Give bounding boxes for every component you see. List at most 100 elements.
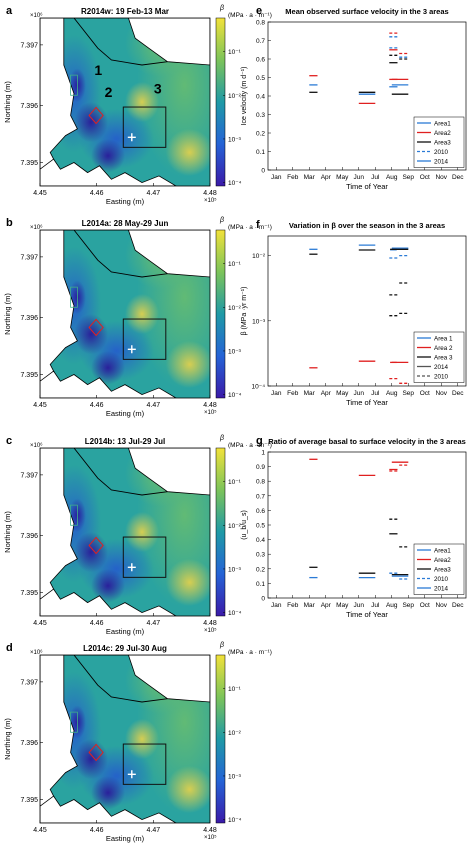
x-tick-label: Jan	[271, 174, 282, 181]
x-tick-label: 4.45	[33, 190, 47, 197]
y-tick-label: 7.395	[20, 372, 38, 379]
x-exponent: ×10⁵	[204, 834, 217, 841]
x-tick-label: 4.48	[203, 620, 217, 627]
colorbar-tick-label: 10⁻³	[228, 348, 242, 355]
y-tick-label: 0.1	[256, 581, 265, 588]
beta-field	[40, 655, 210, 823]
glacier-outline	[63, 18, 168, 66]
glacier-outline	[63, 655, 168, 703]
gps-marker	[127, 133, 136, 142]
beta-blob	[74, 314, 108, 355]
legend-entry: 2010	[434, 373, 449, 380]
x-tick-label: Nov	[435, 602, 447, 609]
x-tick-label: Feb	[287, 602, 299, 609]
x-tick-label: Jan	[271, 602, 282, 609]
area3-box	[122, 743, 167, 785]
x-tick-label: Nov	[435, 390, 447, 397]
beta-blob	[165, 340, 210, 388]
y-tick-label: 7.397	[20, 42, 38, 49]
y-axis-label: Northing (m)	[3, 511, 12, 553]
y-tick-label: 10⁻²	[252, 253, 266, 260]
colorbar	[215, 447, 226, 617]
land-mask	[74, 18, 210, 66]
x-tick-label: 4.46	[90, 190, 104, 197]
x-tick-label: Aug	[386, 602, 398, 609]
area2-box	[88, 743, 104, 762]
land-mask	[40, 588, 177, 616]
legend-entry: Area2	[434, 130, 451, 137]
chart-panel-f: f Variation in β over the season in the 3…	[241, 219, 467, 407]
colorbar-tick-label: 10⁻³	[228, 566, 242, 573]
y-tick-label: 0.5	[256, 75, 265, 82]
legend-entry: Area1	[434, 120, 451, 127]
chart-panel-g: g Ratio of average basal to surface veloc…	[241, 435, 467, 619]
y-tick-label: 7.396	[20, 740, 38, 747]
x-tick-label: Jul	[371, 390, 380, 397]
beta-blob	[91, 138, 125, 173]
beta-blob	[165, 558, 210, 606]
y-tick-label: 0.4	[256, 94, 265, 101]
legend-entry: Area 1	[434, 335, 453, 342]
beta-blob	[91, 350, 125, 385]
y-tick-label: 0.7	[256, 493, 265, 500]
legend-entry: 2014	[434, 585, 449, 592]
x-tick-label: Aug	[386, 174, 398, 181]
map-frame	[39, 17, 211, 187]
y-tick-label: 1	[261, 450, 265, 457]
y-tick-label: 0.4	[256, 537, 265, 544]
y-tick-label: 0.9	[256, 464, 265, 471]
land-mask	[40, 370, 177, 398]
y-tick-label: 0.6	[256, 57, 265, 64]
beta-blob	[91, 568, 125, 603]
x-tick-label: May	[336, 602, 349, 609]
x-tick-label: May	[336, 174, 349, 181]
colorbar-tick-label: 10⁻²	[228, 305, 242, 312]
y-tick-label: 7.397	[20, 254, 38, 261]
glacier-outline	[63, 230, 168, 278]
x-tick-label: 4.46	[90, 620, 104, 627]
gps-marker	[127, 345, 136, 354]
y-tick-label: 0.2	[256, 131, 265, 138]
land-mask	[74, 448, 210, 496]
y-exponent: ×10⁶	[30, 442, 43, 449]
area-label-3: 3	[154, 81, 162, 97]
y-tick-label: 0.3	[256, 552, 265, 559]
colorbar-tick-label: 10⁻²	[228, 93, 242, 100]
colorbar-units: (MPa · a · m⁻¹)	[228, 649, 272, 656]
x-tick-label: Aug	[386, 390, 398, 397]
panel-letter: a	[6, 5, 13, 17]
x-tick-label: 4.45	[33, 402, 47, 409]
map-panel-d: d L2014c: 29 Jul-30 Aug ×10⁶ 7.397 7.396 7.39…	[3, 642, 272, 843]
x-exponent: ×10⁵	[204, 197, 217, 204]
x-tick-label: Oct	[420, 602, 430, 609]
x-tick-label: 4.46	[90, 827, 104, 834]
y-axis-label: Northing (m)	[3, 81, 12, 123]
colorbar	[215, 17, 226, 187]
land-mask	[74, 655, 210, 703]
colorbar-tick-label: 10⁻⁴	[228, 180, 242, 187]
y-exponent: ×10⁶	[30, 12, 43, 19]
x-tick-label: Dec	[452, 602, 464, 609]
x-tick-label: Mar	[304, 602, 316, 609]
x-axis-label: Easting (m)	[106, 197, 145, 206]
land-mask	[74, 230, 210, 278]
panel-letter: c	[6, 435, 12, 447]
colorbar-tick-label: 10⁻¹	[228, 49, 242, 56]
legend-entry: Area2	[434, 557, 451, 564]
x-tick-label: Feb	[287, 390, 299, 397]
area2-box	[88, 318, 104, 337]
map-title: L2014c: 29 Jul-30 Aug	[83, 644, 167, 653]
y-tick-label: 7.396	[20, 315, 38, 322]
x-axis-label: Easting (m)	[106, 834, 145, 843]
area3-box	[122, 536, 167, 578]
colorbar-units: (MPa · a · m⁻¹)	[228, 12, 272, 19]
area2-box	[88, 536, 104, 555]
y-tick-label: 7.397	[20, 472, 38, 479]
land-mask	[40, 158, 177, 186]
beta-field	[40, 18, 210, 186]
legend-entry: Area3	[434, 139, 451, 146]
x-tick-label: Jan	[271, 390, 282, 397]
chart-panel-e: e Mean observed surface velocity in the 3…	[241, 5, 467, 191]
legend-entry: Area 3	[434, 354, 453, 361]
x-axis-label: Time of Year	[346, 182, 388, 191]
